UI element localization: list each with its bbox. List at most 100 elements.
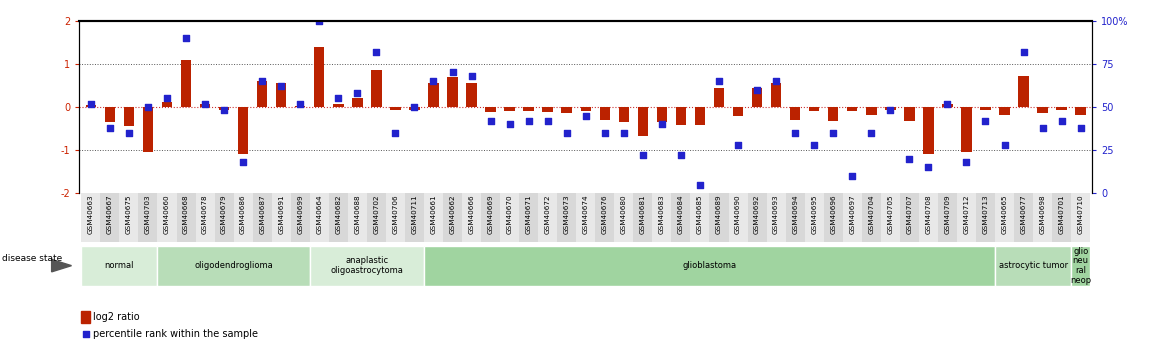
Bar [409, 107, 419, 110]
Bar [1071, 193, 1090, 242]
Bar [961, 107, 972, 152]
Bar [105, 107, 116, 122]
Point [481, 118, 500, 124]
Point [995, 142, 1014, 148]
Text: GSM40670: GSM40670 [507, 195, 513, 234]
Bar [367, 193, 385, 242]
Bar [352, 98, 362, 107]
Point [196, 101, 215, 106]
Text: GSM40713: GSM40713 [982, 195, 988, 234]
Bar [82, 310, 90, 323]
Text: GSM40703: GSM40703 [145, 195, 151, 234]
Bar [424, 246, 995, 286]
Bar [995, 246, 1071, 286]
Text: GSM40683: GSM40683 [659, 195, 665, 234]
Point [672, 152, 690, 158]
Bar [1018, 76, 1029, 107]
Text: GSM40681: GSM40681 [640, 195, 646, 234]
Text: GSM40677: GSM40677 [1021, 195, 1027, 234]
Bar [200, 104, 210, 107]
Text: GSM40664: GSM40664 [317, 195, 322, 234]
Bar [865, 107, 876, 115]
Bar [82, 246, 158, 286]
Bar [1071, 246, 1090, 286]
Text: GSM40660: GSM40660 [164, 195, 171, 234]
Text: disease state: disease state [1, 254, 62, 263]
Bar [272, 193, 291, 242]
Bar [1000, 107, 1010, 115]
Text: GSM40698: GSM40698 [1040, 195, 1045, 234]
Point [729, 142, 748, 148]
Point [424, 78, 443, 84]
Point [520, 118, 538, 124]
Point [176, 35, 195, 41]
Text: anaplastic
oligoastrocytoma: anaplastic oligoastrocytoma [331, 256, 403, 275]
Bar [463, 193, 481, 242]
Point [443, 70, 461, 75]
Bar [538, 193, 557, 242]
Bar [805, 193, 823, 242]
Bar [562, 107, 572, 114]
Text: GSM40687: GSM40687 [259, 195, 265, 234]
Point [653, 121, 672, 127]
Bar [424, 246, 995, 286]
Polygon shape [51, 259, 71, 272]
Bar [519, 193, 538, 242]
Bar [614, 193, 633, 242]
Bar [195, 193, 215, 242]
Bar [161, 102, 172, 107]
Text: GSM40690: GSM40690 [735, 195, 741, 234]
Point [234, 159, 252, 165]
Point [82, 101, 100, 106]
Point [633, 152, 652, 158]
Text: GSM40665: GSM40665 [1001, 195, 1008, 234]
Bar [542, 107, 552, 112]
Bar [333, 104, 343, 107]
Point [215, 108, 234, 113]
Bar [1076, 107, 1086, 115]
Bar [310, 246, 424, 286]
Text: GSM40682: GSM40682 [335, 195, 341, 234]
Bar [119, 193, 139, 242]
Bar [348, 193, 367, 242]
Text: GSM40709: GSM40709 [945, 195, 951, 234]
Bar [904, 107, 915, 121]
Point [976, 118, 995, 124]
Text: GSM40679: GSM40679 [221, 195, 227, 234]
Bar [238, 107, 249, 154]
Point [500, 121, 519, 127]
Text: oligodendroglioma: oligodendroglioma [194, 261, 273, 270]
Text: GSM40701: GSM40701 [1058, 195, 1064, 234]
Bar [576, 193, 596, 242]
Bar [714, 88, 724, 107]
Bar [310, 193, 328, 242]
Text: GSM40674: GSM40674 [583, 195, 589, 234]
Bar [881, 193, 899, 242]
Bar [766, 193, 786, 242]
Text: GSM40705: GSM40705 [888, 195, 894, 234]
Bar [142, 107, 153, 152]
Bar [676, 107, 686, 125]
Bar [85, 105, 96, 107]
Text: GSM40707: GSM40707 [906, 195, 912, 234]
Point [596, 130, 614, 136]
Point [919, 165, 938, 170]
Bar [82, 193, 100, 242]
Point [710, 78, 729, 84]
Bar [732, 107, 743, 116]
Bar [296, 106, 306, 107]
Bar [158, 193, 176, 242]
Point [367, 49, 385, 55]
Bar [215, 193, 234, 242]
Bar [619, 107, 630, 122]
Point [158, 96, 176, 101]
Text: GSM40667: GSM40667 [107, 195, 113, 234]
Point [100, 125, 119, 130]
Bar [786, 193, 805, 242]
Text: GSM40676: GSM40676 [602, 195, 607, 234]
Text: GSM40710: GSM40710 [1078, 195, 1084, 234]
Text: GSM40669: GSM40669 [487, 195, 494, 234]
Bar [447, 77, 458, 107]
Bar [672, 193, 690, 242]
Bar [557, 193, 576, 242]
